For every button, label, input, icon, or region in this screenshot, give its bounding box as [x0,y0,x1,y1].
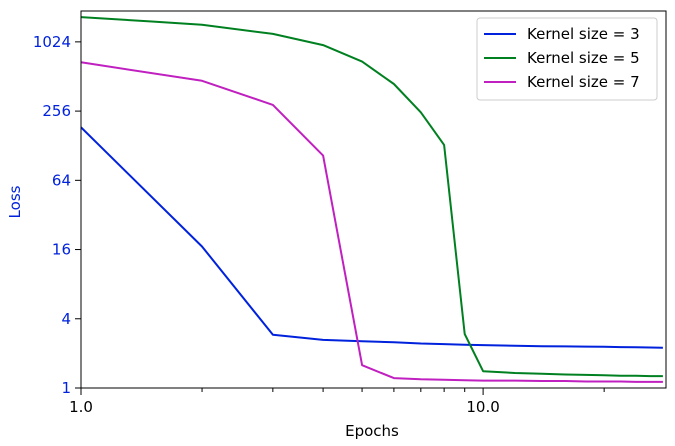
legend-box [476,17,658,101]
legend: Kernel size = 3 Kernel size = 5 Kernel siz… [476,17,658,101]
y-tick-label: 64 [52,171,71,189]
series-line-2 [80,16,663,378]
y-tick-label: 1024 [33,33,71,51]
series-layer [80,16,663,383]
series-line-1 [80,126,663,349]
y-tick-label: 16 [52,241,71,259]
y-axis-label: Loss [6,185,24,218]
x-tick-label: 10.0 [466,398,499,416]
x-axis-label: Epochs [345,422,399,440]
y-tick-label: 256 [42,102,71,120]
y-ticks: 1 4 16 64 256 1024 [33,33,81,397]
y-tick-label: 4 [61,310,71,328]
plot-frame [80,10,667,389]
y-tick-label: 1 [61,379,71,397]
legend-label-3: Kernel size = 7 [527,73,640,91]
legend-label-1: Kernel size = 3 [527,25,640,43]
x-tick-label: 1.0 [69,398,93,416]
legend-label-2: Kernel size = 5 [527,49,640,67]
series-line-3 [80,61,663,383]
x-ticks: 1.0 10.0 [69,388,605,416]
legend-items: Kernel size = 3 Kernel size = 5 Kernel siz… [484,25,640,91]
